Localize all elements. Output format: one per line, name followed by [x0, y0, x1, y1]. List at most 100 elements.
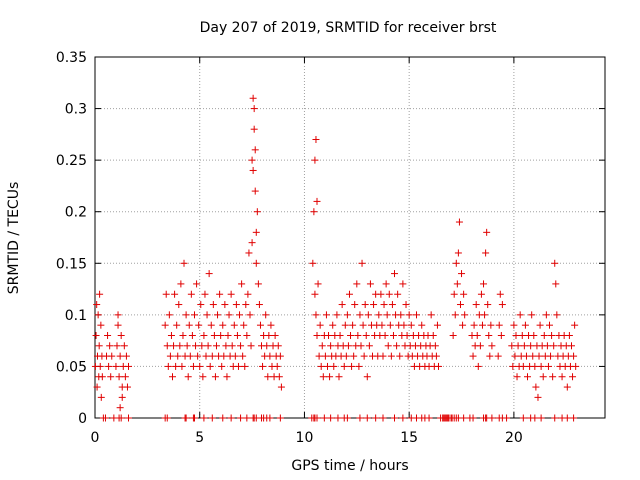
- data-point: [342, 352, 350, 360]
- data-point: [370, 301, 378, 309]
- data-point: [97, 321, 105, 329]
- data-point: [391, 414, 399, 422]
- data-point: [313, 414, 321, 422]
- data-point: [214, 311, 222, 319]
- data-point: [210, 331, 218, 339]
- data-point: [204, 342, 212, 350]
- data-point: [221, 301, 229, 309]
- data-point: [186, 352, 194, 360]
- data-point: [259, 362, 267, 370]
- data-point: [381, 331, 389, 339]
- data-point: [470, 321, 478, 329]
- data-point: [459, 321, 467, 329]
- data-point: [163, 342, 171, 350]
- data-point: [250, 105, 258, 113]
- data-point: [377, 290, 385, 298]
- data-point: [178, 362, 186, 370]
- data-point: [193, 280, 201, 288]
- data-point: [162, 290, 170, 298]
- data-point: [531, 362, 539, 370]
- data-point: [202, 352, 210, 360]
- data-point: [320, 414, 328, 422]
- data-point: [267, 321, 275, 329]
- data-point: [316, 321, 324, 329]
- data-point: [571, 321, 579, 329]
- data-point: [456, 301, 464, 309]
- data-point: [356, 414, 364, 422]
- data-point: [98, 373, 106, 381]
- data-point: [405, 311, 413, 319]
- data-point: [407, 321, 415, 329]
- data-point: [460, 414, 468, 422]
- data-point: [200, 331, 208, 339]
- data-point: [394, 290, 402, 298]
- data-point: [487, 321, 495, 329]
- data-point: [349, 321, 357, 329]
- data-point: [219, 414, 227, 422]
- data-point: [399, 414, 407, 422]
- data-point: [234, 362, 242, 370]
- data-point: [125, 414, 133, 422]
- data-point: [350, 352, 358, 360]
- data-point: [321, 352, 329, 360]
- data-point: [250, 125, 258, 133]
- data-point: [359, 321, 367, 329]
- data-point: [513, 373, 521, 381]
- data-point: [482, 249, 490, 257]
- data-point: [498, 301, 506, 309]
- data-point: [247, 342, 255, 350]
- data-point: [329, 321, 337, 329]
- data-point: [558, 373, 566, 381]
- data-point: [190, 311, 198, 319]
- data-point: [112, 362, 120, 370]
- data-point: [485, 331, 493, 339]
- data-point: [396, 352, 404, 360]
- data-point: [249, 94, 257, 102]
- data-point: [385, 290, 393, 298]
- data-point: [494, 352, 502, 360]
- data-points: [91, 94, 580, 422]
- data-point: [358, 259, 366, 267]
- data-point: [563, 383, 571, 391]
- data-point: [378, 321, 386, 329]
- data-point: [115, 373, 123, 381]
- data-point: [382, 280, 390, 288]
- data-point: [101, 414, 109, 422]
- data-point: [231, 352, 239, 360]
- data-point: [183, 342, 191, 350]
- data-point: [488, 414, 496, 422]
- data-point: [240, 321, 248, 329]
- data-point: [255, 301, 263, 309]
- data-point: [473, 331, 481, 339]
- data-point: [503, 414, 511, 422]
- data-point: [211, 373, 219, 381]
- data-point: [343, 414, 351, 422]
- data-point: [208, 352, 216, 360]
- data-point: [508, 342, 516, 350]
- data-point: [547, 352, 555, 360]
- data-point: [480, 280, 488, 288]
- data-point: [569, 373, 577, 381]
- data-point: [399, 280, 407, 288]
- data-point: [312, 136, 320, 144]
- data-point: [551, 259, 559, 267]
- data-point: [107, 373, 115, 381]
- data-point: [244, 290, 252, 298]
- grid: [95, 57, 605, 418]
- x-tick-label: 5: [195, 430, 204, 446]
- data-point: [252, 228, 260, 236]
- data-point: [327, 414, 335, 422]
- data-point: [357, 342, 365, 350]
- data-point: [522, 352, 530, 360]
- data-point: [219, 321, 227, 329]
- data-point: [313, 197, 321, 205]
- data-point: [553, 311, 561, 319]
- data-point: [94, 311, 102, 319]
- data-point: [277, 383, 285, 391]
- data-point: [550, 342, 558, 350]
- data-point: [549, 373, 557, 381]
- data-point: [92, 331, 100, 339]
- data-point: [172, 362, 180, 370]
- data-point: [165, 311, 173, 319]
